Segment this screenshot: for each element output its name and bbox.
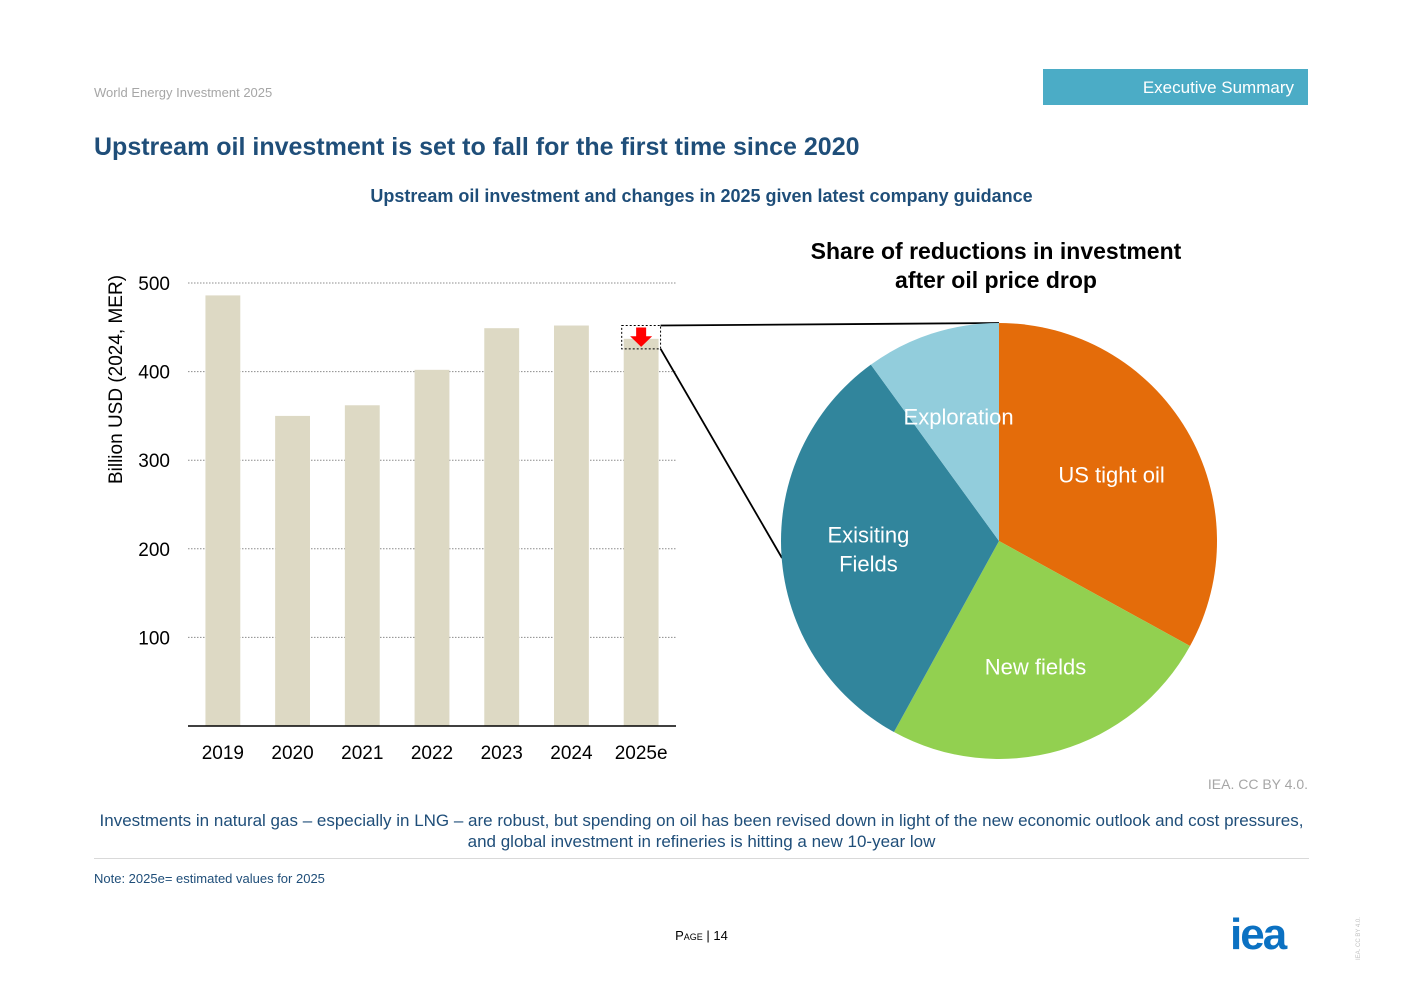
zoom-connector — [659, 322, 1000, 559]
pie-slice-label: Exploration — [904, 405, 1014, 430]
y-tick-label: 400 — [138, 363, 170, 384]
pie-slice-label: US tight oil — [1058, 462, 1164, 487]
pie-slice — [780, 364, 999, 733]
reduction-arrow-icon — [630, 327, 653, 347]
x-tick-label: 2020 — [271, 743, 313, 764]
iea-logo-text: iea — [1230, 915, 1288, 955]
x-tick-label: 2021 — [341, 743, 383, 764]
footnote: Note: 2025e= estimated values for 2025 — [94, 871, 325, 886]
divider — [94, 858, 1309, 859]
figure-credit: IEA. CC BY 4.0. — [1207, 776, 1308, 792]
side-license: IEA. CC BY 4.0. — [1356, 917, 1362, 960]
page-number: Page | 14 — [675, 928, 728, 943]
section-tab: Executive Summary — [1043, 69, 1308, 105]
x-tick-label: 2024 — [550, 743, 593, 764]
pie-slice-label: Fields — [839, 552, 898, 577]
page-label: Page — [675, 928, 703, 943]
x-tick-label: 2023 — [481, 743, 523, 764]
pie-chart: US tight oil New fields Exisiting Fields Exp… — [780, 238, 1217, 759]
bar — [623, 338, 659, 726]
iea-logo: iea — [1230, 915, 1290, 955]
bar — [205, 295, 241, 726]
page-title: Upstream oil investment is set to fall f… — [94, 133, 860, 161]
y-tick-label: 500 — [138, 274, 170, 295]
pie-slice-label: Exisiting — [827, 523, 909, 548]
pie-slice-label: New fields — [985, 655, 1086, 680]
bar — [484, 328, 520, 726]
connector-line-top — [660, 322, 1000, 327]
x-tick-label: 2019 — [202, 743, 244, 764]
pie-slice — [893, 541, 1191, 759]
pie-slice — [870, 323, 999, 541]
figure-title: Upstream oil investment and changes in 2… — [370, 186, 1033, 206]
document-name: World Energy Investment 2025 — [94, 85, 273, 100]
pie-title: after oil price drop — [895, 267, 1097, 293]
y-axis-label: Billion USD (2024, MER) — [106, 275, 127, 484]
y-tick-label: 100 — [138, 628, 170, 649]
pie-title: Share of reductions in investment — [811, 238, 1182, 264]
bar — [554, 325, 589, 726]
y-tick-label: 300 — [138, 451, 170, 472]
bar — [275, 415, 310, 726]
figure-caption: Investments in natural gas – especially … — [99, 811, 1304, 851]
connector-line-bottom — [659, 348, 783, 559]
x-tick-label: 2022 — [411, 743, 453, 764]
y-tick-label: 200 — [138, 540, 170, 561]
pie-slice — [999, 323, 1217, 647]
page-number-value: 14 — [713, 928, 728, 943]
reduction-box — [621, 325, 662, 350]
bar — [344, 405, 380, 726]
bar — [414, 369, 450, 726]
x-tick-label: 2025e — [615, 743, 668, 764]
bar-chart: 100 200 300 400 500 Billion USD (2024, MER) 20… — [106, 274, 676, 764]
